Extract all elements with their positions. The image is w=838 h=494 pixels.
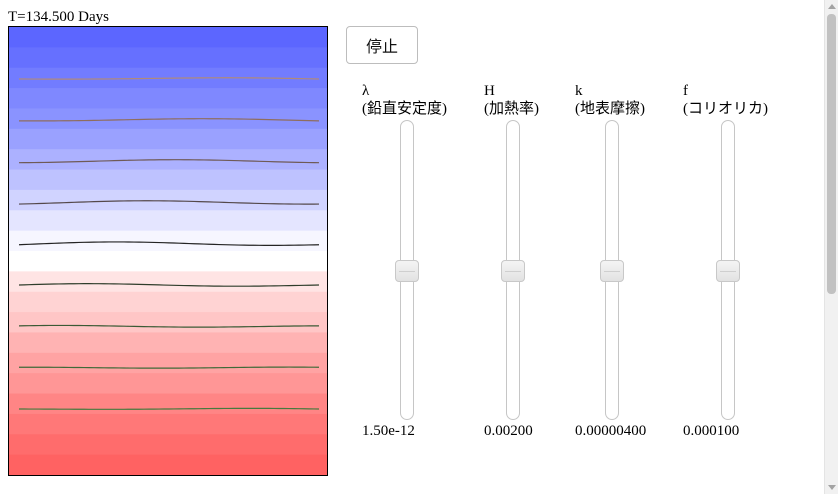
color-band (9, 169, 327, 191)
param-k-desc: (地表摩擦) (575, 101, 645, 117)
color-band (9, 271, 327, 293)
color-band (9, 291, 327, 313)
stop-button[interactable]: 停止 (346, 26, 418, 64)
contour-line (18, 77, 320, 80)
color-band (9, 88, 327, 110)
color-band (9, 128, 327, 150)
contour-line (18, 366, 320, 369)
contour-line (18, 241, 320, 246)
param-f-symbol: f (683, 83, 688, 99)
page-scrollbar[interactable] (824, 0, 838, 494)
param-lambda-label: λ (鉛直安定度) (362, 82, 447, 118)
color-band (9, 47, 327, 69)
color-band (9, 251, 327, 272)
color-band (9, 454, 327, 475)
lambda-slider-thumb[interactable] (395, 260, 419, 282)
color-band (9, 27, 327, 48)
color-band (9, 434, 327, 456)
color-band (9, 413, 327, 435)
k-slider-thumb[interactable] (600, 260, 624, 282)
h-slider-thumb[interactable] (501, 260, 525, 282)
color-band (9, 332, 327, 354)
param-h-value: 0.00200 (484, 423, 533, 439)
color-band (9, 373, 327, 395)
contour-line (18, 324, 320, 328)
color-band (9, 230, 327, 252)
param-h-desc: (加熱率) (484, 101, 539, 117)
contour-line (18, 200, 320, 205)
param-k-value: 0.00000400 (575, 423, 647, 439)
param-lambda-value: 1.50e-12 (362, 423, 415, 439)
time-label: T=134.500 Days (8, 9, 109, 25)
scroll-up-arrow-icon[interactable] (828, 4, 836, 9)
param-k-label: k (地表摩擦) (575, 82, 645, 118)
f-slider-thumb[interactable] (716, 260, 740, 282)
lambda-slider[interactable] (395, 120, 419, 420)
param-lambda-desc: (鉛直安定度) (362, 101, 447, 117)
color-band (9, 312, 327, 334)
contour-line (18, 283, 320, 287)
contour-line (18, 159, 320, 164)
color-band (9, 393, 327, 415)
param-f-value: 0.000100 (683, 423, 740, 439)
f-slider[interactable] (716, 120, 740, 420)
h-slider[interactable] (501, 120, 525, 420)
scrollbar-thumb[interactable] (827, 14, 836, 294)
param-lambda-symbol: λ (362, 83, 370, 99)
param-h-label: H (加熱率) (484, 82, 539, 118)
color-band (9, 352, 327, 374)
contour-line (18, 118, 320, 122)
param-k-symbol: k (575, 83, 583, 99)
param-h-symbol: H (484, 83, 495, 99)
color-band (9, 210, 327, 232)
contour-line (18, 407, 320, 410)
param-f-label: f (コリオリカ) (683, 82, 768, 118)
scroll-down-arrow-icon[interactable] (828, 485, 836, 490)
simulation-canvas (8, 26, 328, 476)
simulation-field (9, 27, 327, 475)
k-slider[interactable] (600, 120, 624, 420)
param-f-desc: (コリオリカ) (683, 101, 768, 117)
